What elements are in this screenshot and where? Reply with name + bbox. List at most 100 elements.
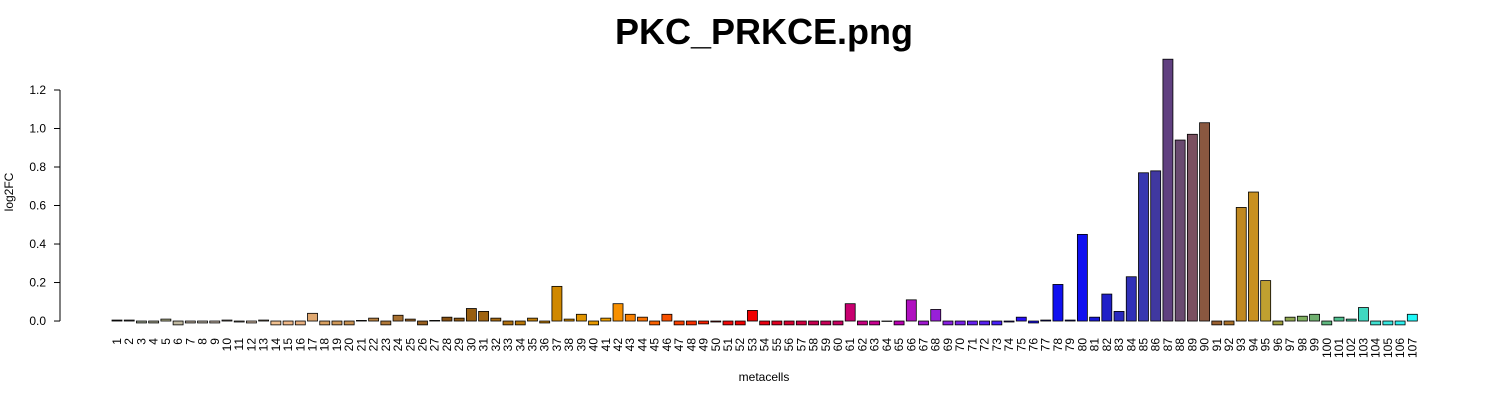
bar bbox=[465, 308, 477, 322]
bar bbox=[1186, 133, 1198, 322]
bar bbox=[747, 310, 758, 322]
x-tick-label: 56 bbox=[782, 338, 796, 352]
x-tick-label: 26 bbox=[416, 338, 430, 352]
x-tick-label: 41 bbox=[599, 338, 613, 352]
x-tick-label: 53 bbox=[745, 338, 759, 352]
x-tick-label: 96 bbox=[1271, 338, 1285, 352]
x-tick-label: 101 bbox=[1332, 338, 1346, 358]
bar bbox=[1052, 284, 1064, 322]
x-tick-label: 3 bbox=[134, 338, 148, 345]
x-tick-label: 35 bbox=[525, 338, 539, 352]
x-tick-label: 7 bbox=[183, 338, 197, 345]
bar bbox=[893, 320, 905, 326]
x-tick-label: 63 bbox=[868, 338, 882, 352]
bar bbox=[1284, 316, 1296, 322]
bar bbox=[111, 319, 123, 322]
x-tick-label: 16 bbox=[293, 338, 307, 352]
x-tick-label: 33 bbox=[501, 338, 515, 352]
bar bbox=[698, 320, 709, 325]
x-tick-label: 23 bbox=[379, 338, 393, 352]
y-tick-label: 0.6 bbox=[29, 199, 46, 213]
x-tick-label: 84 bbox=[1124, 338, 1138, 352]
x-tick-label: 25 bbox=[403, 338, 417, 352]
x-tick-label: 89 bbox=[1185, 338, 1199, 352]
x-tick-label: 40 bbox=[587, 338, 601, 352]
bar bbox=[478, 310, 490, 322]
x-tick-label: 66 bbox=[904, 338, 918, 352]
bar bbox=[1125, 276, 1137, 322]
bar bbox=[1223, 320, 1235, 326]
bar bbox=[588, 320, 599, 326]
bar bbox=[270, 320, 282, 326]
bar bbox=[502, 320, 514, 326]
bar bbox=[392, 314, 404, 322]
x-tick-label: 69 bbox=[941, 338, 955, 352]
x-tick-label: 54 bbox=[758, 338, 772, 352]
bar bbox=[673, 320, 685, 326]
bar bbox=[600, 317, 612, 322]
x-tick-label: 75 bbox=[1014, 338, 1028, 352]
bar bbox=[441, 316, 453, 322]
x-tick-label: 99 bbox=[1308, 338, 1322, 352]
bar bbox=[832, 320, 844, 326]
bar bbox=[209, 320, 221, 324]
bar bbox=[808, 320, 819, 326]
x-tick-label: 104 bbox=[1369, 338, 1383, 358]
chart-title: PKC_PRKCE.png bbox=[615, 11, 913, 52]
x-tick-label: 98 bbox=[1295, 338, 1309, 352]
x-tick-label: 46 bbox=[660, 338, 674, 352]
y-axis-label: log2FC bbox=[2, 172, 16, 211]
bar bbox=[612, 303, 624, 322]
bar bbox=[930, 309, 942, 322]
x-tick-label: 24 bbox=[391, 338, 405, 352]
x-tick-label: 52 bbox=[733, 338, 747, 352]
x-tick-label: 62 bbox=[855, 338, 869, 352]
bar bbox=[221, 319, 233, 322]
bar bbox=[1015, 316, 1027, 322]
x-tick-label: 71 bbox=[965, 338, 979, 352]
x-tick-label: 78 bbox=[1051, 338, 1065, 352]
x-tick-label: 55 bbox=[770, 338, 784, 352]
bar bbox=[429, 320, 441, 322]
bar bbox=[759, 320, 771, 326]
bar bbox=[1101, 293, 1113, 322]
bar bbox=[1150, 170, 1162, 322]
x-tick-label: 42 bbox=[611, 338, 625, 352]
bar bbox=[184, 320, 196, 324]
bar bbox=[1113, 310, 1125, 322]
x-tick-label: 13 bbox=[257, 338, 271, 352]
x-tick-label: 76 bbox=[1027, 338, 1041, 352]
bar bbox=[514, 320, 526, 326]
bar bbox=[258, 319, 270, 322]
bar bbox=[197, 320, 208, 324]
x-tick-label: 32 bbox=[489, 338, 503, 352]
x-tick-label: 106 bbox=[1393, 338, 1407, 358]
bar bbox=[551, 285, 563, 322]
x-axis-label: metacells bbox=[739, 370, 790, 384]
x-tick-label: 39 bbox=[574, 338, 588, 352]
bar bbox=[1162, 58, 1174, 322]
bar bbox=[869, 320, 881, 326]
x-tick-label: 57 bbox=[794, 338, 808, 352]
x-tick-label: 18 bbox=[318, 338, 332, 352]
x-tick-label: 14 bbox=[269, 338, 283, 352]
bar bbox=[1406, 313, 1418, 322]
x-tick-label: 59 bbox=[819, 338, 833, 352]
x-tick-label: 37 bbox=[550, 338, 564, 352]
x-tick-label: 91 bbox=[1210, 338, 1224, 352]
x-tick-label: 77 bbox=[1039, 338, 1053, 352]
x-tick-label: 103 bbox=[1356, 338, 1370, 358]
x-tick-label: 65 bbox=[892, 338, 906, 352]
x-tick-label: 30 bbox=[464, 338, 478, 352]
x-tick-label: 6 bbox=[171, 338, 185, 345]
x-tick-label: 60 bbox=[831, 338, 845, 352]
x-tick-label: 48 bbox=[684, 338, 698, 352]
bar bbox=[1174, 139, 1186, 322]
bar bbox=[1040, 319, 1052, 322]
x-tick-label: 10 bbox=[220, 338, 234, 352]
bar bbox=[331, 320, 343, 326]
bar bbox=[1260, 280, 1272, 322]
x-tick-label: 97 bbox=[1283, 338, 1297, 352]
bar bbox=[490, 317, 502, 322]
